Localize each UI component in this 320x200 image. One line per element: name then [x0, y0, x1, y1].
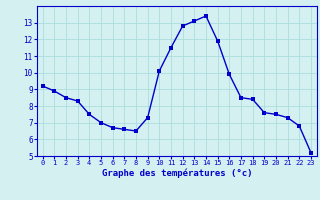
X-axis label: Graphe des températures (°c): Graphe des températures (°c) [101, 169, 252, 178]
